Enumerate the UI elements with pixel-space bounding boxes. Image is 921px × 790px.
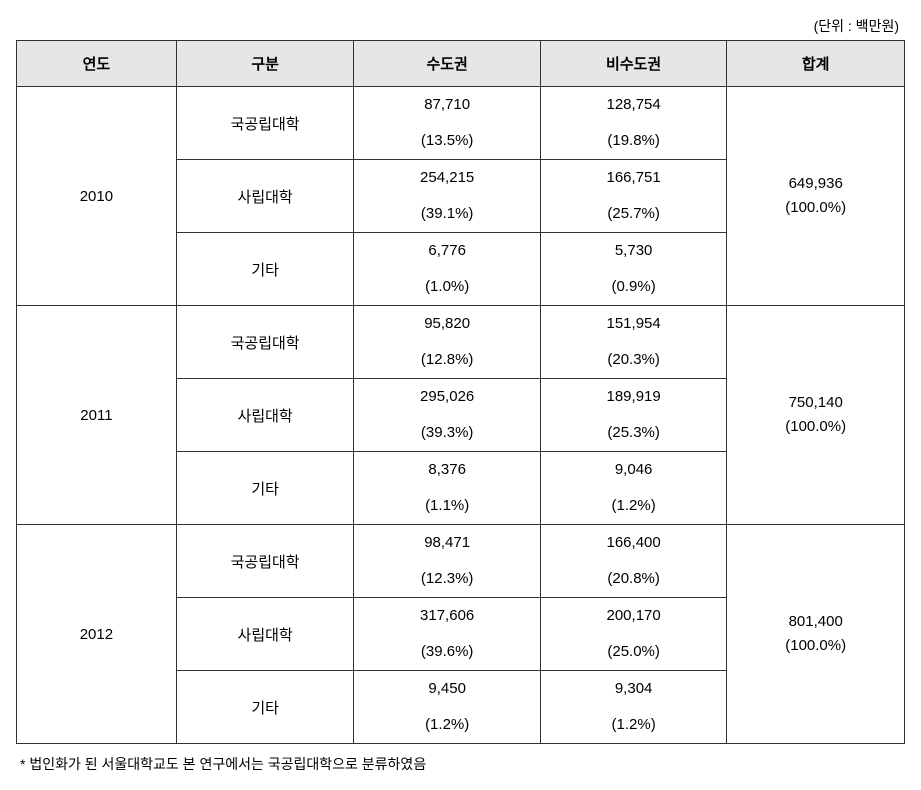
nonmetro-pct: (1.2%) — [540, 488, 726, 525]
total-cell: 750,140(100.0%) — [727, 306, 905, 525]
category-cell: 국공립대학 — [176, 87, 354, 160]
category-cell: 사립대학 — [176, 379, 354, 452]
total-cell: 649,936(100.0%) — [727, 87, 905, 306]
nonmetro-value: 128,754 — [540, 87, 726, 124]
metro-pct: (1.2%) — [354, 707, 540, 744]
total-pct: (100.0%) — [727, 196, 904, 220]
metro-pct: (12.3%) — [354, 561, 540, 598]
category-cell: 기타 — [176, 233, 354, 306]
nonmetro-value: 166,751 — [540, 160, 726, 197]
nonmetro-pct: (0.9%) — [540, 269, 726, 306]
nonmetro-pct: (19.8%) — [540, 123, 726, 160]
nonmetro-pct: (20.3%) — [540, 342, 726, 379]
year-cell: 2012 — [17, 525, 177, 744]
metro-pct: (39.1%) — [354, 196, 540, 233]
category-cell: 사립대학 — [176, 598, 354, 671]
metro-pct: (39.3%) — [354, 415, 540, 452]
nonmetro-value: 200,170 — [540, 598, 726, 635]
metro-value: 254,215 — [354, 160, 540, 197]
nonmetro-pct: (25.0%) — [540, 634, 726, 671]
footnote: * 법인화가 된 서울대학교도 본 연구에서는 국공립대학으로 분류하였음 — [16, 754, 905, 774]
data-table: 연도 구분 수도권 비수도권 합계 2010국공립대학87,710128,754… — [16, 40, 905, 744]
metro-value: 87,710 — [354, 87, 540, 124]
category-cell: 사립대학 — [176, 160, 354, 233]
nonmetro-value: 5,730 — [540, 233, 726, 270]
total-pct: (100.0%) — [727, 415, 904, 439]
nonmetro-value: 9,304 — [540, 671, 726, 708]
metro-pct: (1.0%) — [354, 269, 540, 306]
total-value: 801,400 — [727, 610, 904, 634]
nonmetro-pct: (1.2%) — [540, 707, 726, 744]
category-cell: 기타 — [176, 671, 354, 744]
category-cell: 기타 — [176, 452, 354, 525]
nonmetro-value: 166,400 — [540, 525, 726, 562]
metro-value: 295,026 — [354, 379, 540, 416]
year-cell: 2010 — [17, 87, 177, 306]
metro-pct: (1.1%) — [354, 488, 540, 525]
table-row: 2010국공립대학87,710128,754649,936(100.0%) — [17, 87, 905, 124]
col-total: 합계 — [727, 41, 905, 87]
metro-pct: (39.6%) — [354, 634, 540, 671]
total-pct: (100.0%) — [727, 634, 904, 658]
nonmetro-pct: (20.8%) — [540, 561, 726, 598]
col-year: 연도 — [17, 41, 177, 87]
col-category: 구분 — [176, 41, 354, 87]
metro-value: 98,471 — [354, 525, 540, 562]
total-value: 649,936 — [727, 172, 904, 196]
table-row: 2011국공립대학95,820151,954750,140(100.0%) — [17, 306, 905, 343]
metro-value: 9,450 — [354, 671, 540, 708]
category-cell: 국공립대학 — [176, 525, 354, 598]
year-cell: 2011 — [17, 306, 177, 525]
nonmetro-value: 151,954 — [540, 306, 726, 343]
nonmetro-value: 189,919 — [540, 379, 726, 416]
metro-value: 317,606 — [354, 598, 540, 635]
table-row: 2012국공립대학98,471166,400801,400(100.0%) — [17, 525, 905, 562]
metro-value: 95,820 — [354, 306, 540, 343]
nonmetro-pct: (25.7%) — [540, 196, 726, 233]
nonmetro-value: 9,046 — [540, 452, 726, 489]
metro-pct: (13.5%) — [354, 123, 540, 160]
metro-value: 8,376 — [354, 452, 540, 489]
col-nonmetro: 비수도권 — [540, 41, 726, 87]
unit-label: (단위 : 백만원) — [16, 16, 905, 36]
total-value: 750,140 — [727, 391, 904, 415]
header-row: 연도 구분 수도권 비수도권 합계 — [17, 41, 905, 87]
metro-pct: (12.8%) — [354, 342, 540, 379]
metro-value: 6,776 — [354, 233, 540, 270]
col-metro: 수도권 — [354, 41, 540, 87]
total-cell: 801,400(100.0%) — [727, 525, 905, 744]
nonmetro-pct: (25.3%) — [540, 415, 726, 452]
category-cell: 국공립대학 — [176, 306, 354, 379]
